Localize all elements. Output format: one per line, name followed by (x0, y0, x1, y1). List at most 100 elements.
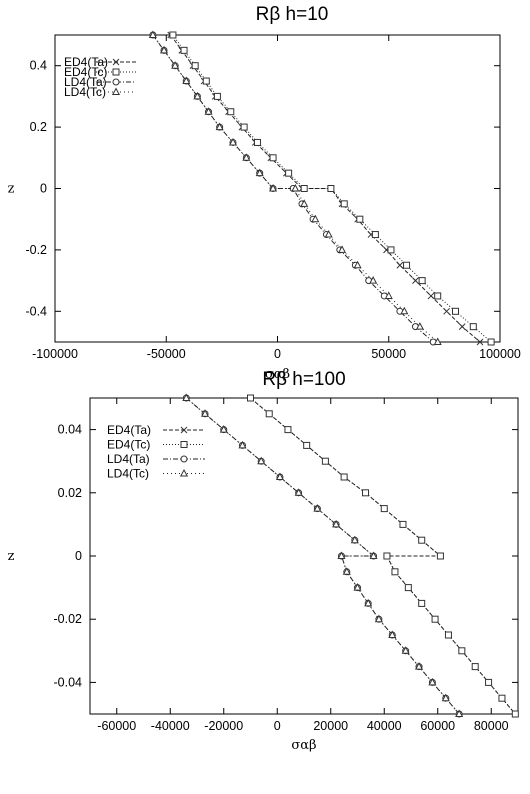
data-point (227, 108, 235, 116)
x-axis-label: σαβ (265, 367, 290, 382)
x-tick-label: 50000 (371, 347, 406, 361)
x-tick-label: 40000 (367, 719, 402, 733)
data-point (180, 46, 188, 54)
legend-marker (180, 441, 188, 448)
data-point (388, 630, 397, 638)
data-point (399, 520, 407, 528)
data-point (200, 409, 210, 417)
series-ed4-tc (247, 394, 519, 718)
data-point (387, 246, 395, 254)
chart-h10: Rβ h=10 -100000 -50000 0 50000 100000 -0.4 -0.2… (8, 4, 521, 382)
data-point (418, 536, 426, 544)
data-point (275, 472, 284, 480)
legend-marker (179, 468, 189, 477)
data-point (284, 426, 292, 434)
y-axis-label: z (8, 549, 15, 564)
data-point (324, 229, 333, 238)
data-point (182, 393, 191, 401)
data-point (369, 551, 378, 559)
data-point (511, 710, 519, 718)
data-point (257, 456, 266, 465)
x-tick-label: 0 (274, 347, 281, 361)
data-point (364, 598, 373, 607)
data-point (362, 489, 370, 497)
plot-frame (54, 34, 501, 343)
data-point (415, 322, 424, 330)
y-tick-label: -0.02 (54, 612, 83, 626)
legend: ED4(Ta)ED4(Tc)LD4(Ta)LD4(Tc) (64, 55, 136, 99)
data-point (412, 277, 419, 284)
legend-item-ed4-ta: ED4(Ta) (107, 423, 205, 437)
data-point (337, 551, 346, 559)
data-point (471, 663, 479, 671)
data-point (356, 215, 364, 223)
data-point (476, 338, 484, 346)
data-point (452, 307, 459, 315)
series-line (172, 34, 492, 343)
data-point (455, 709, 464, 717)
series-ld4-tc (182, 393, 464, 717)
data-point (202, 77, 210, 85)
x-tick-label: -20000 (204, 719, 243, 733)
data-point (219, 425, 228, 433)
data-point (313, 504, 322, 512)
data-point (380, 505, 388, 513)
data-point (401, 646, 410, 654)
data-point (383, 552, 391, 560)
series-ed4-tc (169, 31, 495, 346)
data-point (374, 614, 383, 623)
data-point (458, 323, 466, 331)
y-tick-label: 0 (40, 182, 47, 196)
data-point (353, 583, 362, 591)
data-point (443, 307, 450, 315)
data-point (171, 61, 180, 69)
data-point (384, 291, 393, 299)
legend-label: LD4(Tc) (64, 85, 106, 99)
data-point (303, 441, 311, 449)
data-point (213, 92, 221, 100)
chart-h100: Rβ h=100 -60000 -40000 -20000 0 20000 40000 600… (8, 369, 519, 753)
data-point (485, 678, 493, 686)
data-point (487, 338, 495, 346)
data-point (269, 183, 278, 192)
data-point (294, 488, 303, 496)
legend-label: ED4(Tc) (107, 438, 150, 452)
x-tick-label: 0 (274, 719, 281, 733)
data-point (337, 245, 347, 253)
data-point (434, 292, 442, 300)
chart-title: Rβ h=10 (256, 4, 329, 25)
x-tick-label: 100000 (479, 347, 521, 361)
data-point (204, 107, 213, 115)
data-point (342, 567, 351, 575)
data-point (404, 584, 412, 592)
x-tick-label: 60000 (420, 719, 455, 733)
legend-item-ld4-ta: LD4(Ta) (107, 452, 205, 466)
data-point (191, 62, 199, 70)
data-point (428, 677, 437, 686)
legend-label: LD4(Tc) (107, 467, 149, 481)
data-point (327, 185, 335, 192)
data-point (253, 138, 261, 146)
x-tick-label: -40000 (151, 719, 190, 733)
legend: ED4(Ta)ED4(Tc)LD4(Ta)LD4(Tc) (107, 423, 205, 481)
data-point (414, 662, 424, 670)
data-point (291, 183, 300, 192)
data-point (458, 647, 466, 655)
data-point (269, 154, 277, 162)
legend-label: ED4(Ta) (64, 55, 108, 69)
data-point (498, 694, 506, 702)
data-point (321, 457, 329, 465)
x-tick-label: -100000 (32, 347, 78, 361)
legend-marker (111, 87, 121, 95)
legend-label: ED4(Ta) (107, 423, 151, 437)
data-point (418, 277, 426, 285)
data-point (300, 185, 308, 192)
data-point (431, 615, 439, 623)
legend-item-ed4-tc: ED4(Tc) (107, 438, 205, 452)
x-tick-label: -50000 (147, 347, 186, 361)
y-tick-label: 0 (75, 549, 82, 563)
series-line (185, 397, 460, 715)
chart-title: Rβ h=100 (262, 369, 345, 390)
data-point (403, 261, 411, 269)
